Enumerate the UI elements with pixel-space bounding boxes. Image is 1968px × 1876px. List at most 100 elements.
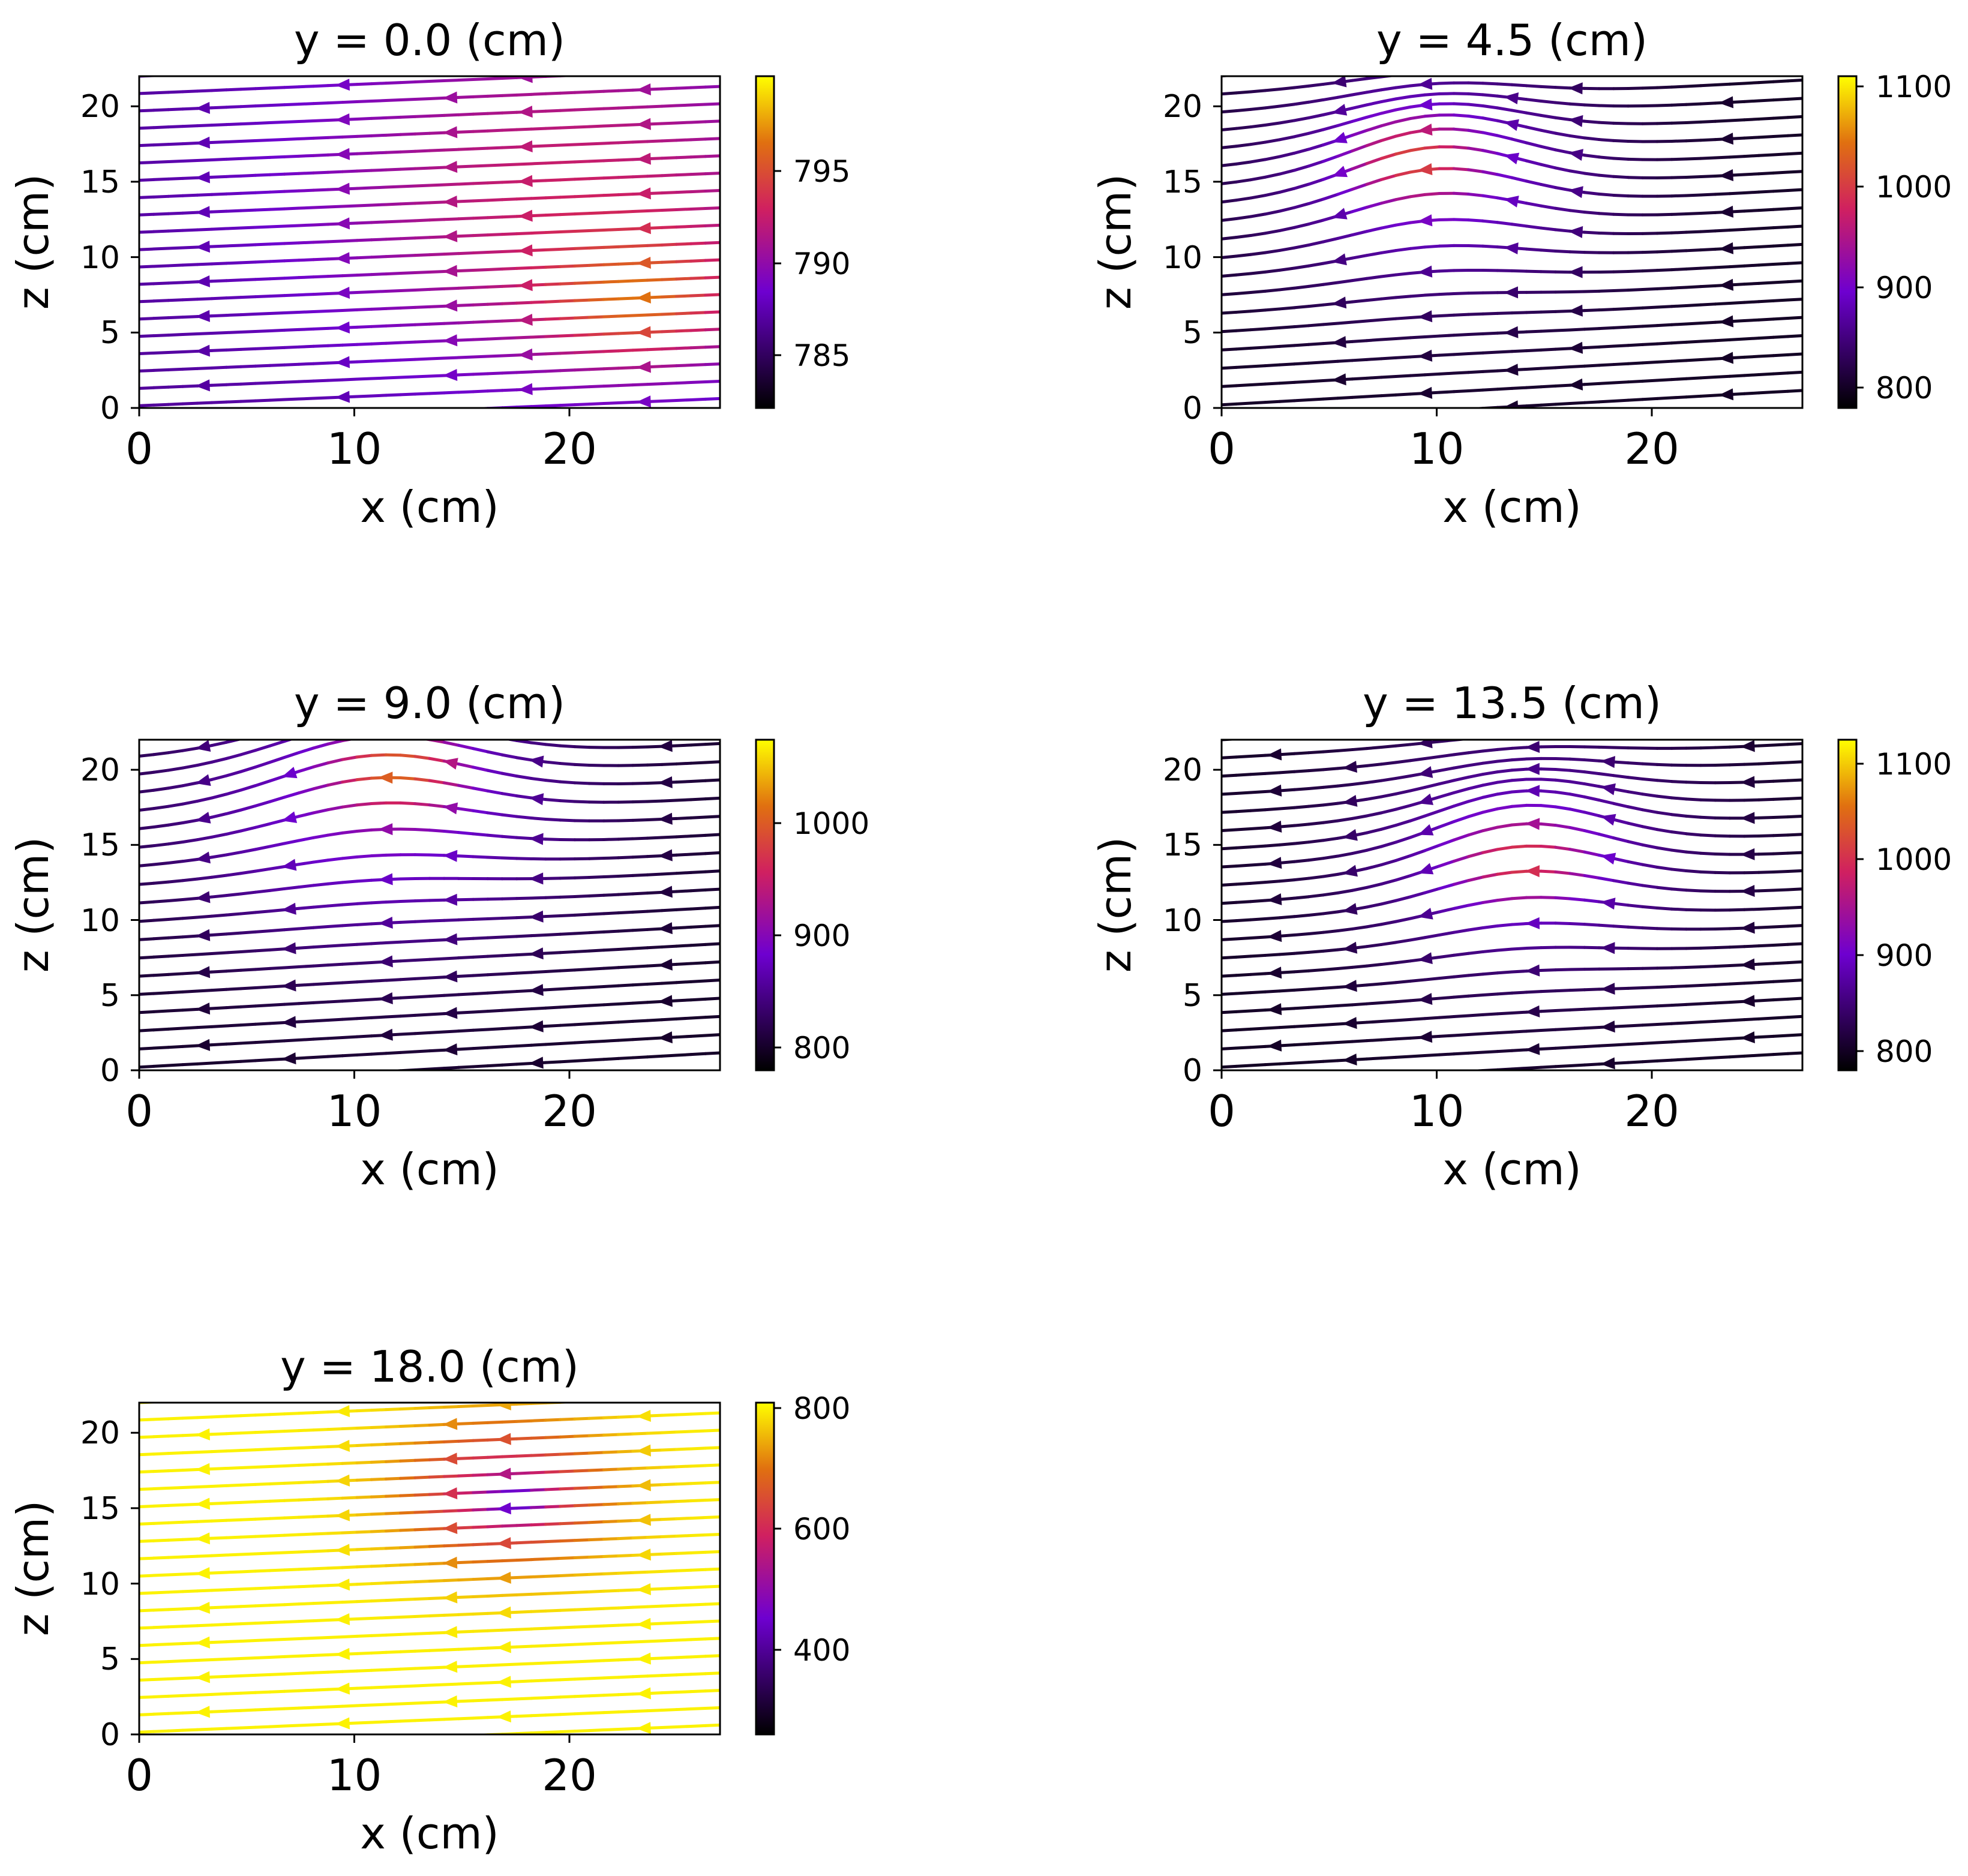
streamline-segment [311,1514,330,1518]
streamline-segment [529,1436,548,1440]
streamline-segment [457,992,475,996]
streamline-segment [1655,846,1673,852]
streamline-arrow [1568,266,1583,278]
streamline-arrow [281,902,296,915]
streamline-arrow [335,356,350,368]
streamline-segment [500,1419,518,1424]
streamline-segment [326,239,344,244]
streamline-segment [1365,112,1383,119]
streamline-segment [413,1493,431,1497]
streamline-segment [1670,907,1688,911]
streamline-segment [1730,728,1744,729]
streamline-segment [500,856,518,860]
streamline-segment [1394,221,1412,227]
streamline-segment [226,1398,241,1399]
streamline-segment [575,57,589,58]
streamline-segment [560,729,575,730]
streamline-segment [428,1475,446,1479]
streamline-segment [689,942,707,947]
streamline-arrow [518,314,533,326]
streamline-segment [559,160,577,164]
streamline-segment [544,895,562,899]
streamline-segment [355,1721,373,1725]
streamline-segment [1336,149,1354,158]
streamline-segment [210,1640,228,1644]
streamline-segment [660,1482,678,1487]
streamline-segment [473,733,488,736]
streamline-segment [341,855,359,860]
streamline-arrow [1718,278,1734,291]
streamline-segment [311,205,330,209]
streamline-segment [239,104,257,109]
streamline-segment [413,777,431,782]
streamline-segment [1612,325,1630,329]
streamline-segment [573,1469,591,1473]
streamline-segment [633,729,647,730]
streamline-segment [370,1529,388,1533]
streamline-arrow [529,833,544,845]
streamline-segment [1351,886,1369,892]
streamline-arrow [529,984,544,996]
streamline-segment [1684,983,1703,988]
streamline-segment [1554,148,1572,155]
streamline-segment [1714,745,1732,749]
streamline-segment [1321,802,1340,807]
streamline-segment [254,277,272,281]
streamline-segment [1481,770,1499,776]
streamline-segment [515,1523,533,1527]
streamline-segment [210,365,228,370]
streamline-segment [617,1692,635,1697]
streamline-segment [384,1014,403,1019]
streamline-arrow [1504,196,1519,208]
streamline-segment [1510,83,1528,88]
streamline-segment [617,1536,635,1541]
streamline-segment [1365,942,1383,948]
streamline-arrow [1525,741,1540,753]
streamline-segment [1351,206,1369,214]
streamline-segment [311,1619,330,1623]
streamline-segment [1554,767,1572,772]
streamline-segment [313,1074,328,1075]
streamline-segment [1452,815,1470,823]
streamline-segment [370,978,388,983]
streamline-segment [633,1381,647,1382]
streamline-segment [704,172,720,176]
streamline-segment [631,1640,649,1644]
streamline-segment [472,832,490,837]
streamline-segment [1554,101,1572,106]
streamline-arrow [195,275,210,287]
streamline-segment [486,163,504,167]
streamline-segment [1336,817,1354,823]
streamline-segment [413,1031,431,1035]
streamline-segment [1496,823,1514,829]
streamline-segment [326,1035,344,1040]
streamline-segment [1627,904,1645,908]
streamline-segment [341,829,359,835]
streamline-segment [1321,95,1340,101]
streamline-segment [196,1484,214,1488]
y-axis-label: z (cm) [1090,174,1141,310]
streamline-segment [370,1460,388,1464]
streamline-segment [224,1622,242,1626]
streamline-segment [1597,138,1615,142]
streamline-segment [704,1014,720,1019]
streamline-segment [1379,173,1397,181]
streamline-segment [704,887,720,892]
streamline-segment [1352,415,1367,416]
colorbar-tick-label: 1000 [1876,842,1952,877]
streamline-segment [617,1553,635,1557]
streamline-segment [1568,922,1586,926]
streamline-segment [239,1725,257,1730]
streamline-segment [166,298,185,302]
streamline-arrow [636,222,651,235]
streamline-segment [1307,931,1325,935]
streamline-segment [239,329,257,334]
streamline-arrow [1331,208,1348,220]
streamline-segment [1655,794,1673,800]
streamline-segment [326,1670,344,1674]
streamline-segment [573,931,591,935]
streamline-segment [1452,879,1470,886]
streamline-segment [311,742,330,750]
streamline-segment [1351,230,1369,237]
streamline-segment [1715,729,1730,730]
